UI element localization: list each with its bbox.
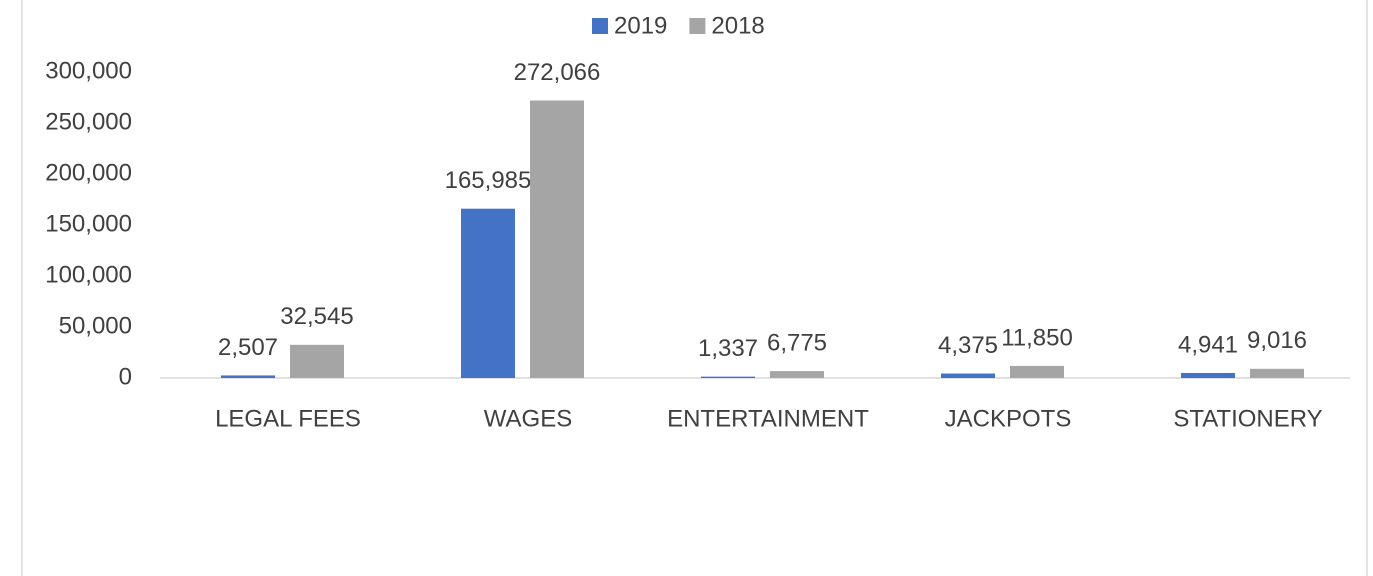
data-label: 1,337 — [698, 335, 758, 362]
bar — [701, 376, 755, 378]
data-label: 272,066 — [514, 59, 601, 86]
y-tick-label: 300,000 — [45, 57, 132, 84]
bar — [1250, 368, 1304, 378]
x-tick-label: WAGES — [484, 405, 572, 432]
x-tick-label: LEGAL FEES — [215, 405, 361, 432]
bar — [221, 375, 275, 378]
data-label: 32,545 — [280, 303, 353, 330]
data-label: 9,016 — [1247, 327, 1307, 354]
y-tick-label: 150,000 — [45, 210, 132, 237]
data-label: 165,985 — [445, 167, 532, 194]
legend-label: 2019 — [614, 12, 667, 39]
bar — [770, 371, 824, 378]
data-label: 4,375 — [938, 332, 998, 359]
legend-swatch — [592, 18, 608, 34]
data-label: 11,850 — [1001, 324, 1073, 351]
y-tick-label: 0 — [119, 363, 132, 390]
y-tick-label: 50,000 — [59, 312, 132, 339]
data-label: 2,507 — [218, 334, 278, 361]
y-tick-label: 100,000 — [45, 261, 132, 288]
data-label: 6,775 — [767, 329, 827, 356]
y-tick-label: 200,000 — [45, 159, 132, 186]
data-label: 4,941 — [1178, 331, 1238, 358]
chart-frame — [21, 0, 1368, 576]
bar — [1181, 372, 1235, 378]
bar — [530, 100, 584, 379]
bar — [941, 373, 995, 378]
x-tick-label: STATIONERY — [1173, 405, 1322, 432]
bar — [1010, 365, 1064, 378]
legend-label: 2018 — [711, 12, 764, 39]
bar — [290, 344, 344, 378]
y-tick-label: 250,000 — [45, 108, 132, 135]
legend-swatch — [689, 18, 706, 34]
bar — [461, 208, 515, 378]
x-tick-label: ENTERTAINMENT — [667, 405, 869, 432]
x-tick-label: JACKPOTS — [945, 405, 1072, 432]
